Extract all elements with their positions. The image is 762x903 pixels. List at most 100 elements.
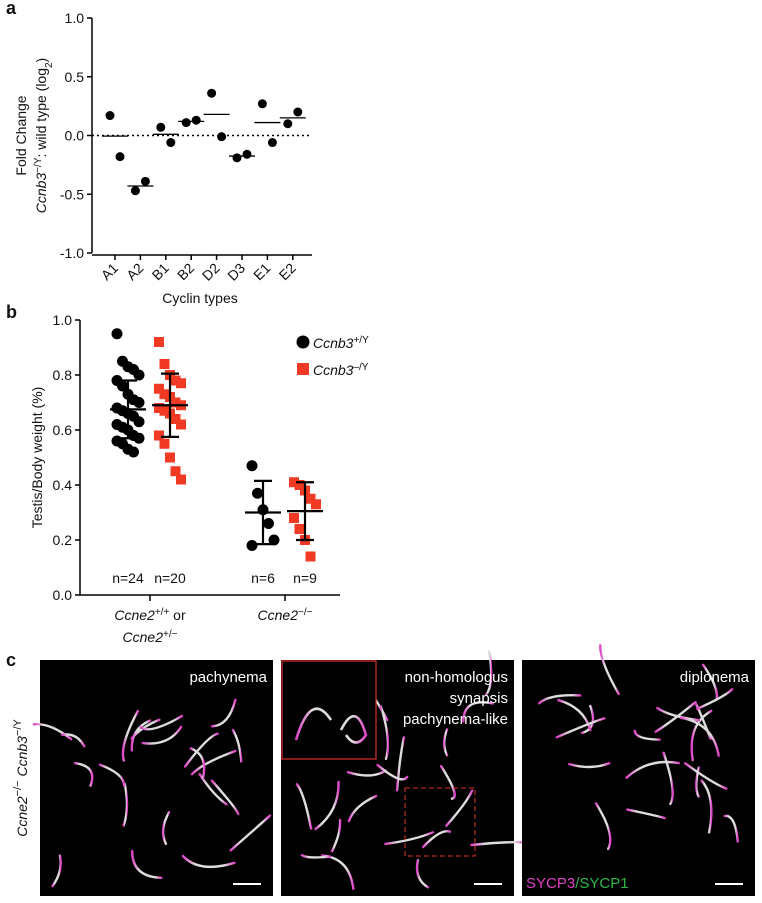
y-tick-label: -0.5 <box>60 186 84 202</box>
data-point <box>181 118 191 128</box>
y-axis-title: Fold Change <box>13 95 29 175</box>
chromosome <box>130 849 163 879</box>
data-point <box>294 480 305 490</box>
stain-name: /SYCP1 <box>575 875 628 892</box>
text-part: +/− <box>163 629 178 640</box>
x-axis-title: Cyclin types <box>162 290 237 306</box>
chromosome <box>568 762 611 769</box>
chromosome <box>701 663 719 701</box>
chromosome <box>580 704 595 735</box>
chromosome <box>421 830 452 849</box>
panel-label: a <box>6 0 17 18</box>
chromosome <box>189 747 206 780</box>
text-part: Ccnb3 <box>313 362 354 378</box>
x-tick-label: E2 <box>275 260 299 284</box>
text-part: Ccne2 <box>114 607 155 623</box>
data-point <box>232 153 242 163</box>
data-point <box>133 369 145 381</box>
data-point <box>283 119 293 129</box>
micrograph: diplonema SYCP3/SYCP1 <box>522 644 755 896</box>
data-point <box>154 403 164 413</box>
chromosome <box>696 688 734 710</box>
chromosome <box>122 782 129 827</box>
data-point <box>257 99 267 109</box>
data-point <box>305 551 316 562</box>
error-bar <box>287 481 323 542</box>
data-point <box>159 389 170 400</box>
text-part: Ccne2 <box>258 607 299 623</box>
y-tick-label: 0.0 <box>53 587 73 603</box>
text-part: +/+ <box>155 607 170 618</box>
text-part: or <box>169 607 186 623</box>
chromosome <box>439 764 456 800</box>
data-point <box>154 430 164 441</box>
x-tick-label: A1 <box>98 260 122 284</box>
chromosome <box>599 644 620 696</box>
chromosome <box>121 709 140 762</box>
data-point <box>246 460 258 472</box>
chromosome <box>330 818 342 853</box>
chromosome <box>470 840 527 847</box>
chromosome <box>700 779 713 834</box>
text-part: ) <box>33 58 49 63</box>
y-tick-label: 1.0 <box>65 10 85 26</box>
data-point <box>170 466 181 477</box>
text-part: Ccnb3 <box>14 736 30 781</box>
n-label: n=6 <box>251 570 275 586</box>
x-tick-label: D2 <box>199 260 223 284</box>
chromosome <box>484 650 493 696</box>
chromosome <box>190 749 237 776</box>
text-part: Ccne2 <box>14 796 30 837</box>
chromosome <box>445 789 474 827</box>
x-tick-label: E1 <box>250 260 274 284</box>
y-axis-title: Ccnb3−/Y: wild type (log2) <box>33 58 55 213</box>
data-point <box>154 383 164 394</box>
chromosome <box>161 811 171 845</box>
zoom-region <box>404 787 476 857</box>
chromosome <box>229 814 272 852</box>
y-tick-label: 0.5 <box>65 69 85 85</box>
inset-chromosome <box>294 707 368 744</box>
data-point <box>133 397 145 408</box>
chromosome <box>384 831 435 846</box>
micrograph: pachynema <box>32 660 273 896</box>
data-point <box>176 419 186 430</box>
data-point <box>159 438 170 449</box>
data-point <box>154 337 164 347</box>
data-point <box>289 477 299 488</box>
data-point <box>140 176 150 186</box>
chromosome <box>183 732 219 768</box>
chromosome <box>684 762 728 790</box>
image-label: non-homologus <box>405 669 508 686</box>
data-point <box>293 107 303 117</box>
text-part: +/Y <box>353 335 369 346</box>
chromosome <box>231 728 243 763</box>
data-point <box>294 524 305 534</box>
text-part: : wild type (log <box>33 68 49 157</box>
text-part: Ccnb3 <box>313 335 354 351</box>
chromosome <box>181 854 236 869</box>
chromosome <box>654 700 697 733</box>
chromosome <box>633 729 661 741</box>
data-point <box>166 138 176 148</box>
text-part: −/− <box>298 607 313 618</box>
chromosome <box>662 751 674 806</box>
data-point <box>111 328 123 340</box>
chromosome <box>442 728 449 757</box>
chromosome <box>314 780 340 831</box>
text-part: Ccnb3 <box>33 173 49 214</box>
chromosome <box>679 716 720 757</box>
inset <box>281 660 377 760</box>
chromosome <box>300 853 332 859</box>
chromosome <box>415 859 430 889</box>
data-point <box>170 397 181 408</box>
text-part: Fold Change <box>13 95 29 175</box>
n-label: n=20 <box>154 570 186 586</box>
legend-marker <box>297 363 309 375</box>
data-point <box>176 474 186 485</box>
chromosome <box>594 802 612 851</box>
data-point <box>115 152 125 162</box>
chromosome <box>695 766 700 798</box>
data-point <box>130 186 140 196</box>
x-tick-label: Ccne2+/− <box>123 629 178 646</box>
